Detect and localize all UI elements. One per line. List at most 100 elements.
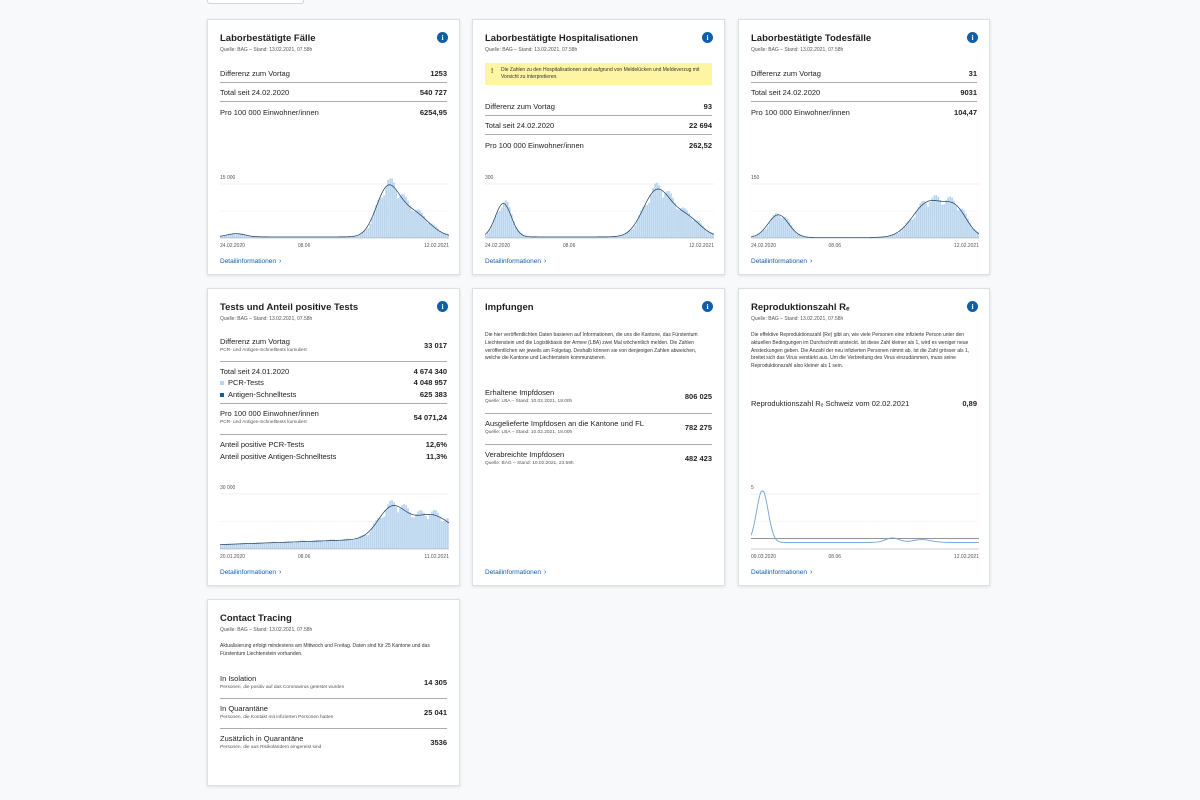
chart-bar	[391, 500, 393, 549]
chart-bar	[379, 517, 381, 549]
chart-bar	[289, 236, 292, 238]
chart-bar	[522, 234, 525, 238]
row-value: 1253	[430, 69, 447, 78]
row-pos-pcr: Anteil positive PCR-Tests 12,6%	[220, 440, 447, 449]
chart-bar	[261, 236, 264, 238]
chart-bar	[895, 233, 898, 238]
chart-bar	[403, 194, 405, 238]
divider	[485, 115, 712, 116]
x-tick-label: 12.02.2021	[689, 243, 714, 249]
x-tick-label: 20.01.2020	[220, 554, 245, 560]
detail-link[interactable]: Detailinformationen ›	[220, 258, 281, 265]
chart-bar	[220, 545, 222, 549]
chart-bar	[239, 543, 242, 549]
chart-bar	[393, 502, 395, 549]
card-vaccinations: Impfungen i Die hier veröffentlichten Da…	[472, 288, 725, 586]
chart-bar	[492, 220, 495, 238]
chart-bar	[233, 544, 236, 549]
chart-bar	[339, 540, 342, 549]
row-sublabel: Personen, die positiv auf das Coronaviru…	[220, 685, 345, 690]
chart-bar	[357, 235, 360, 238]
chart-bar	[295, 542, 298, 549]
chart-bar	[337, 237, 340, 238]
card-source: Quelle: BAG – Stand: 13.02.2021, 07.58h	[751, 316, 844, 322]
row-label-group: Zusätzlich in Quarantäne Personen, die au…	[220, 734, 321, 750]
chart-bar	[632, 228, 635, 238]
info-icon[interactable]: i	[967, 301, 978, 312]
cases-chart: 15 000 24.02.2020 08.06 12.02.2021	[220, 175, 449, 249]
detail-link[interactable]: Detailinformationen ›	[220, 569, 281, 576]
detail-label: Detailinformationen	[751, 258, 808, 265]
chart-bar	[574, 237, 577, 238]
card-title: Impfungen	[485, 302, 534, 313]
chart-bar	[752, 236, 755, 238]
chart-bar	[490, 225, 493, 238]
chart-bar	[973, 229, 975, 238]
chart-bar	[947, 197, 949, 238]
chart-bar	[708, 231, 710, 238]
info-icon[interactable]: i	[967, 32, 978, 43]
y-axis-max-label: 300	[485, 175, 494, 181]
detail-link[interactable]: Detailinformationen ›	[751, 569, 812, 576]
chart-bar	[297, 236, 300, 238]
chart-bar	[770, 218, 773, 238]
row-value: 0,89	[962, 399, 977, 408]
chart-bar	[646, 204, 648, 238]
chart-bar	[877, 237, 880, 238]
chart-bar	[443, 520, 445, 549]
chart-bar	[351, 236, 354, 238]
top-button[interactable]	[207, 0, 304, 4]
chart-bar	[552, 236, 555, 238]
chart-bar	[231, 233, 234, 238]
chart-bar	[516, 228, 519, 238]
chart-bar	[301, 540, 304, 549]
chart-bar	[652, 187, 654, 238]
chart-bar	[584, 236, 587, 238]
chart-bar	[887, 236, 890, 238]
info-icon[interactable]: i	[437, 32, 448, 43]
chart-bar	[782, 216, 785, 238]
detail-label: Detailinformationen	[220, 569, 277, 576]
chart-bar	[293, 542, 296, 549]
chart-bar	[399, 195, 401, 238]
info-icon[interactable]: i	[702, 301, 713, 312]
chart-bar	[560, 236, 563, 238]
row-label: Pro 100 000 Einwohner/innen	[220, 409, 319, 418]
chart-bar	[285, 541, 288, 549]
detail-link[interactable]: Detailinformationen ›	[485, 258, 546, 265]
detail-link[interactable]: Detailinformationen ›	[485, 569, 546, 576]
divider	[485, 134, 712, 135]
chart-bar	[275, 236, 278, 238]
row-label: Verabreichte Impfdosen	[485, 450, 565, 459]
row-label: Reproduktionszahl Rₑ Schweiz vom 02.02.2…	[751, 399, 910, 408]
chart-bar	[315, 539, 318, 549]
card-hospitalisations: Laborbestätigte Hospitalisationen Quelle…	[472, 19, 725, 275]
chart-bar	[381, 518, 383, 549]
chart-bar	[893, 234, 896, 238]
info-icon[interactable]: i	[702, 32, 713, 43]
info-icon[interactable]: i	[437, 301, 448, 312]
chart-bar	[626, 232, 629, 238]
divider	[220, 698, 447, 699]
chart-bar	[618, 236, 621, 238]
chart-bar	[670, 193, 672, 238]
chart-bar	[512, 221, 515, 238]
card-title: Contact Tracing	[220, 613, 292, 624]
chart-bar	[510, 214, 513, 238]
divider	[220, 101, 447, 102]
row-diff: Differenz zum Vortag 1253	[220, 69, 447, 78]
row-value: 93	[703, 102, 712, 111]
chart-bar	[796, 233, 799, 238]
row-quarantine: In Quarantäne Personen, die Kontakt mit i…	[220, 704, 447, 720]
y-axis-max-label: 30 000	[220, 485, 236, 491]
chart-bar	[498, 210, 501, 238]
chart-bar	[373, 211, 376, 238]
legend-item-antigen: Antigen-Schnelltests	[220, 390, 296, 399]
detail-link[interactable]: Detailinformationen ›	[751, 258, 812, 265]
chart-bar	[582, 236, 585, 238]
chart-bar	[447, 234, 449, 238]
chart-bar	[305, 541, 308, 549]
chart-bar	[335, 540, 338, 549]
chart-bar	[638, 215, 641, 238]
row-label: Total seit 24.02.2020	[485, 121, 555, 130]
